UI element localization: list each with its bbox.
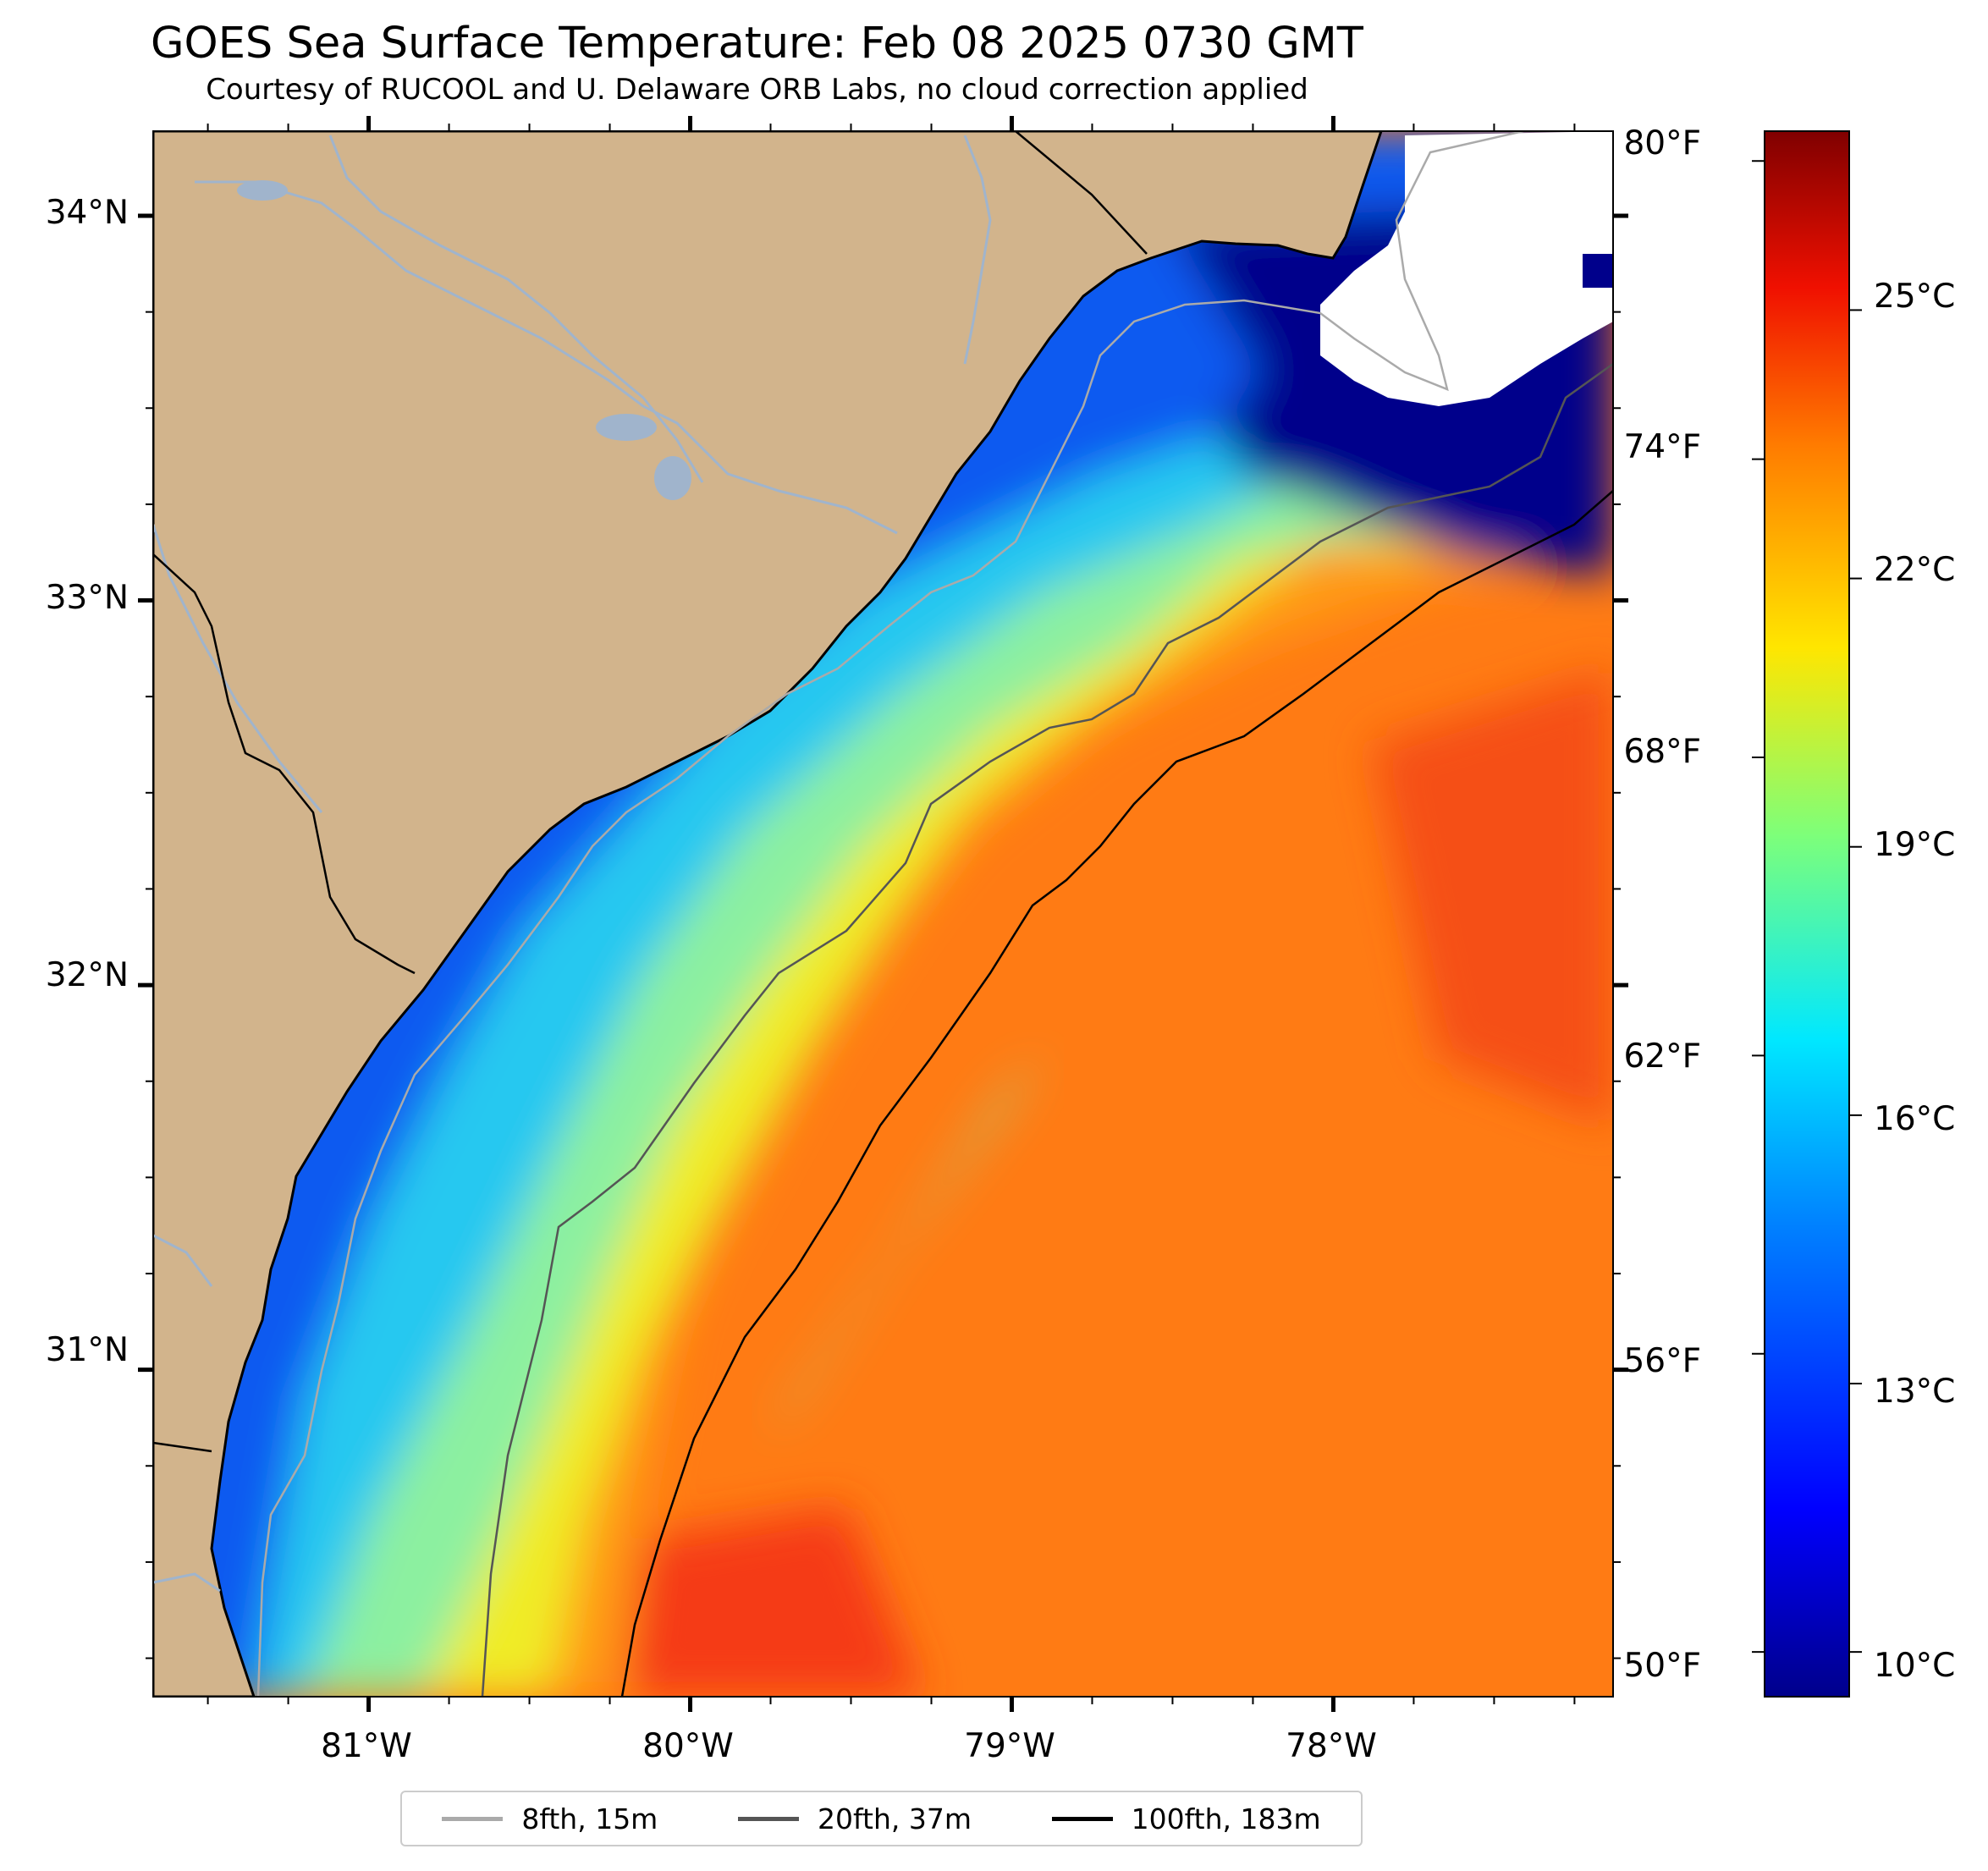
map-area <box>153 131 1613 1697</box>
legend-line-20fth <box>738 1816 799 1821</box>
major-ticks <box>138 116 1628 1712</box>
cb-c-label-25: 25°C <box>1874 278 1955 316</box>
cb-f-label-74: 74°F <box>1623 428 1701 466</box>
cb-f-label-56: 56°F <box>1623 1342 1701 1380</box>
cb-c-label-19: 19°C <box>1874 826 1955 864</box>
sst-gulf-stream-filament <box>766 1049 1049 1439</box>
cb-c-label-16: 16°C <box>1874 1100 1955 1138</box>
legend-item-20fth: 20fth, 37m <box>738 1802 972 1835</box>
legend-line-8fth <box>442 1816 504 1821</box>
legend-label-100fth: 100fth, 183m <box>1131 1802 1321 1835</box>
chart-title: GOES Sea Surface Temperature: Feb 08 202… <box>151 19 1363 69</box>
chart-subtitle: Courtesy of RUCOOL and U. Delaware ORB L… <box>206 73 1308 107</box>
colorbar <box>1764 130 1850 1698</box>
no-data-patch <box>1583 254 1613 288</box>
legend: 8fth, 15m 20fth, 37m 100fth, 183m <box>400 1791 1363 1846</box>
lon-label-79w: 79°W <box>964 1727 1055 1765</box>
lon-label-78w: 78°W <box>1286 1727 1377 1765</box>
lon-label-81w: 81°W <box>321 1727 412 1765</box>
minor-ticks <box>146 124 1621 1704</box>
sst-hot-patch-south <box>626 1506 922 1697</box>
colorbar-ticks <box>1752 160 1862 1654</box>
sst-hot-patch-east <box>1371 669 1613 1125</box>
legend-line-100fth <box>1051 1816 1113 1821</box>
lat-label-31: 31°N <box>46 1331 129 1369</box>
legend-label-20fth: 20fth, 37m <box>818 1802 972 1835</box>
cb-f-label-68: 68°F <box>1623 733 1701 771</box>
lat-label-34: 34°N <box>46 194 129 232</box>
legend-label-8fth: 8fth, 15m <box>521 1802 658 1835</box>
lat-label-33: 33°N <box>46 579 129 617</box>
isobath-20fth <box>481 362 1613 1697</box>
isobath-8fth <box>256 131 1524 1697</box>
legend-item-8fth: 8fth, 15m <box>442 1802 658 1835</box>
map-frame <box>152 130 1614 1698</box>
cb-f-label-50: 50°F <box>1623 1647 1701 1685</box>
no-data-cloud-mask <box>1320 131 1613 406</box>
cb-c-label-22: 22°C <box>1874 551 1955 589</box>
cb-f-label-80: 80°F <box>1623 124 1701 162</box>
isobath-100fth <box>620 490 1613 1697</box>
lakes <box>237 180 691 500</box>
state-boundaries <box>153 131 1148 1453</box>
cb-c-label-13: 13°C <box>1874 1373 1955 1411</box>
legend-item-100fth: 100fth, 183m <box>1051 1802 1321 1835</box>
lat-label-32: 32°N <box>46 956 129 994</box>
cb-c-label-10: 10°C <box>1874 1647 1955 1685</box>
lon-label-80w: 80°W <box>642 1727 734 1765</box>
cb-f-label-62: 62°F <box>1623 1037 1701 1076</box>
